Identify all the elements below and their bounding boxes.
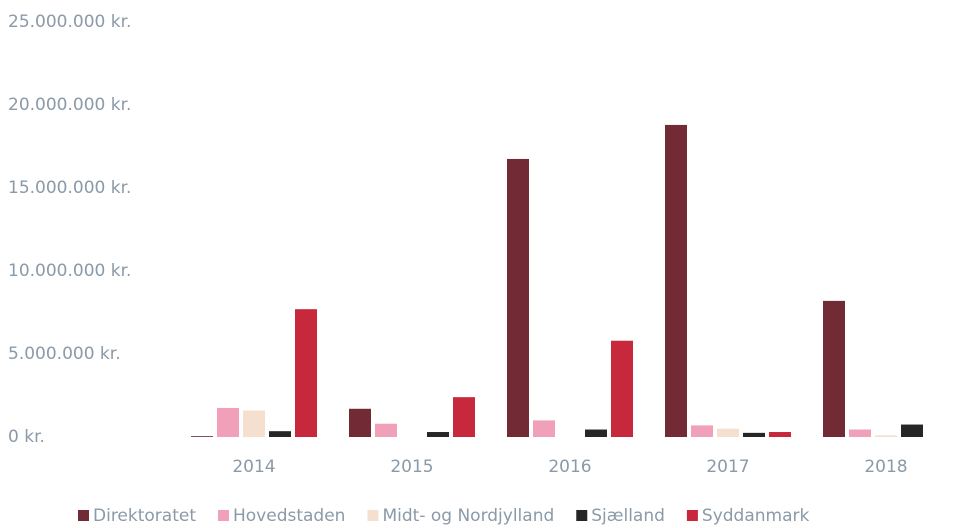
y-tick-label: 20.000.000 kr. xyxy=(8,95,131,115)
x-tick-label: 2016 xyxy=(548,457,591,477)
legend-label: Midt- og Nordjylland xyxy=(382,506,554,526)
bar xyxy=(507,158,529,437)
y-tick-label: 10.000.000 kr. xyxy=(8,261,131,281)
x-tick-label: 2018 xyxy=(864,457,907,477)
bar xyxy=(665,124,687,438)
legend-swatch xyxy=(686,510,698,521)
legend-swatch xyxy=(218,510,229,521)
bar xyxy=(769,432,791,437)
x-tick-label: 2015 xyxy=(390,457,433,477)
legend-swatch xyxy=(367,510,379,521)
x-tick-label: 2014 xyxy=(232,457,275,477)
bar xyxy=(875,435,897,437)
bar xyxy=(269,431,291,437)
legend-label: Syddanmark xyxy=(702,506,810,526)
legend-label: Sjælland xyxy=(591,506,665,526)
bar xyxy=(453,397,475,437)
bar xyxy=(243,410,265,437)
legend-label: Hovedstaden xyxy=(233,506,345,526)
bar xyxy=(691,425,713,437)
legend-label: Direktoratet xyxy=(93,506,196,526)
bar xyxy=(823,300,845,437)
y-tick-label: 15.000.000 kr. xyxy=(8,178,131,198)
bar xyxy=(743,432,765,437)
legend-swatch xyxy=(576,510,588,521)
bar xyxy=(295,309,317,437)
legend-swatch xyxy=(78,510,89,521)
bar xyxy=(849,429,871,437)
bar xyxy=(191,436,213,437)
bar xyxy=(585,429,607,437)
bar xyxy=(217,407,239,437)
bar xyxy=(375,423,397,437)
x-tick-label: 2017 xyxy=(706,457,749,477)
bar xyxy=(427,432,449,437)
y-tick-label: 0 kr. xyxy=(8,427,45,447)
y-tick-label: 5.000.000 kr. xyxy=(8,344,121,364)
bar xyxy=(901,424,923,437)
bar xyxy=(717,428,739,437)
y-tick-label: 25.000.000 kr. xyxy=(8,12,131,32)
bar xyxy=(611,340,633,437)
bar xyxy=(533,420,555,437)
bar xyxy=(349,408,371,437)
